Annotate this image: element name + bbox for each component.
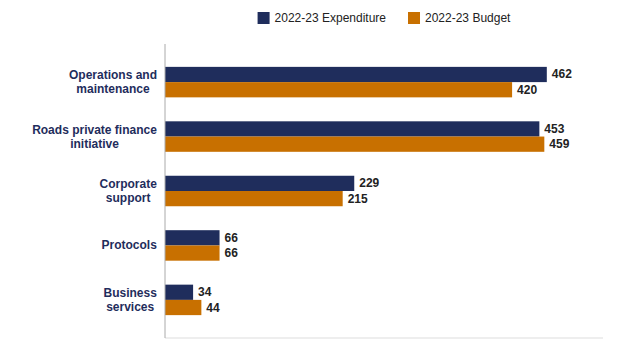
y-tick-label-line: Corporate [99, 177, 157, 191]
bar [165, 285, 193, 300]
legend-swatch [408, 12, 420, 24]
data-label: 34 [198, 285, 212, 299]
y-tick-label-line: services [106, 300, 154, 314]
data-label: 66 [225, 231, 239, 245]
y-tick-label: Operations andmaintenance [69, 68, 157, 96]
y-tick-label-line: Operations and [69, 68, 157, 82]
y-tick-label-line: Roads private finance [32, 123, 157, 137]
data-label: 229 [359, 176, 379, 190]
y-tick-labels: Businessservices Protocols Corporatesuppor… [32, 68, 157, 314]
legend-label: 2022-23 Expenditure [275, 11, 387, 25]
bar [165, 191, 343, 206]
data-label: 420 [517, 83, 537, 97]
x-axis-line [165, 338, 603, 339]
data-label: 459 [549, 137, 569, 151]
bar [165, 137, 544, 152]
y-tick-label-line: maintenance [76, 82, 150, 96]
zero-line [165, 44, 166, 338]
y-tick-label-line: support [106, 191, 151, 205]
y-tick-label: Protocols [101, 238, 157, 252]
bar [165, 121, 539, 136]
y-tick-label: Roads private financeinitiative [32, 123, 157, 151]
bars [165, 67, 547, 315]
bar [165, 245, 220, 260]
data-label: 453 [544, 122, 564, 136]
data-label: 215 [348, 192, 368, 206]
bar [165, 230, 220, 245]
data-label: 66 [225, 246, 239, 260]
value-labels: 34 66 229 453 462 44 66 215 459 420 [198, 67, 572, 314]
bar [165, 67, 547, 82]
y-tick-label: Businessservices [103, 286, 157, 314]
bar [165, 82, 512, 97]
bar [165, 176, 354, 191]
legend-swatch [258, 12, 270, 24]
y-tick-label-line: initiative [70, 137, 119, 151]
y-tick-label-line: Business [103, 286, 157, 300]
chart-container: 34 66 229 453 462 44 66 215 459 420 Businessservic… [0, 0, 643, 350]
legend: 2022-23 Expenditure 2022-23 Budget [258, 11, 511, 25]
legend-item: 2022-23 Expenditure [258, 11, 387, 25]
legend-label: 2022-23 Budget [425, 11, 511, 25]
y-tick-label-line: Protocols [101, 238, 157, 252]
bar [165, 300, 201, 315]
legend-item: 2022-23 Budget [408, 11, 511, 25]
y-tick-label: Corporatesupport [99, 177, 157, 205]
data-label: 462 [552, 67, 572, 81]
data-label: 44 [206, 301, 220, 315]
chart-svg: 34 66 229 453 462 44 66 215 459 420 Businessservic… [0, 0, 643, 350]
